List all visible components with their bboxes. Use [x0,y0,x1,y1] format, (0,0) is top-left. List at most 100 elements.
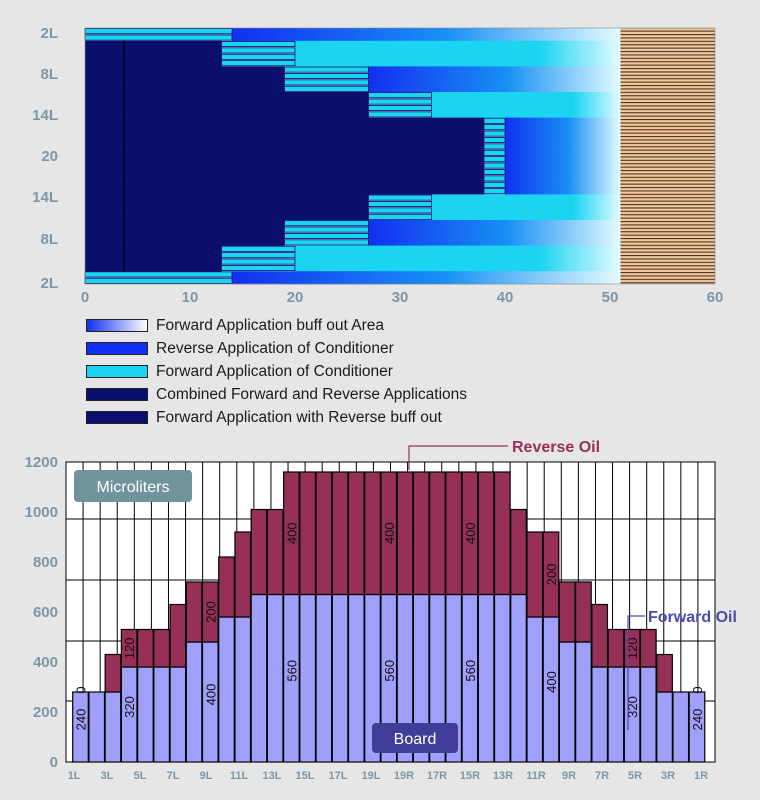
reverse-oil-bar [526,531,544,618]
reverse-buff-cell [431,213,621,221]
reverse-buff-cell [505,156,621,163]
legend-label: Forward Application with Reverse buff ou… [156,408,442,426]
forward-cell [221,258,296,265]
combined-cell [85,92,369,99]
forward-oil-bar [72,691,89,763]
reverse-oil-bar [266,508,284,596]
data-label: 120 [625,637,640,659]
data-label: 400 [382,522,397,544]
x-tick-label: 19R [394,770,414,782]
forward-cell [221,53,296,60]
forward-cell [284,220,369,227]
reverse-oil-bar [477,471,495,596]
reverse-oil-bar [250,508,268,596]
x-tick-label: 10 [182,289,199,306]
reverse-buff-cell [232,271,621,278]
x-tick-label: 5L [134,770,147,782]
reverse-oil-bar [429,471,446,596]
reverse-buff-cell [295,245,621,253]
forward-cell [84,28,233,35]
data-label: 400 [203,684,218,706]
reverse-oil-bar [315,471,333,596]
forward-oil-bar [250,593,268,763]
forward-cell [221,252,296,259]
x-tick-label: 19L [362,770,381,782]
forward-oil-bar [299,593,317,763]
plot-frame [84,27,716,285]
forward-oil-bar [672,691,690,763]
forward-oil-leader [627,615,645,730]
reverse-buff-cell [232,28,621,35]
y-tick-label: 20 [41,148,58,165]
forward-cell [368,200,432,207]
combined-cell [85,130,484,138]
forward-oil-bar [607,666,625,763]
data-label: 240 [74,709,89,731]
reverse-buff-cell [368,72,621,80]
forward-oil-bar [558,641,576,763]
combined-cell [85,207,369,214]
combined-cell [85,40,222,48]
forward-oil-bar [639,666,657,763]
reverse-buff-cell [368,220,621,227]
reverse-oil-bar [120,628,138,668]
x-tick-label: 9R [562,770,576,782]
reverse-buff-cell [295,40,621,48]
reverse-oil-bar [461,471,479,596]
x-tick-label: 5R [628,770,642,782]
legend-item: Forward Application with Reverse buff ou… [86,406,686,429]
data-label: 400 [284,522,299,544]
reverse-buff-cell [232,277,621,285]
conditioner-map-chart: 0 10 20 30 40 50 60 2L 8L 14L 20 14L 8L 2L [32,25,724,306]
reverse-buff-cell [505,149,621,157]
forward-cell [368,207,432,214]
y-tick-label: 0 [50,754,58,771]
forward-cell [483,156,506,163]
combined-cell [85,156,484,163]
combined-cell [85,79,285,86]
reverse-buff-cell [505,136,621,144]
data-label: 200 [544,564,559,586]
x-tick-label: 20 [287,289,304,306]
legend-swatch-combined [86,388,148,401]
forward-cell [368,111,432,118]
forward-oil-bar [88,691,106,763]
forward-cell [284,73,369,80]
board-label: Board [394,731,437,748]
forward-oil-bar [526,616,544,763]
reverse-oil-bar [445,471,463,596]
reverse-buff-cell [368,226,621,234]
forward-oil-bar [510,593,527,763]
combined-cell [85,143,484,150]
forward-cell [483,188,506,195]
forward-cell [483,168,506,175]
forward-oil-bar [104,691,122,763]
x-tick-label: 60 [707,289,724,306]
forward-oil-bar [266,593,284,763]
x-tick-label: 17L [329,770,348,782]
forward-cell [368,92,432,99]
forward-cell [483,117,506,124]
oil-volume-chart: 0 240 120 320 200 400 400 560 400 560 400 560 200 400… [25,440,737,782]
forward-cell [221,264,296,271]
forward-cell [284,239,369,246]
forward-cell [221,47,296,54]
reverse-oil-bar [364,471,381,596]
combined-cell [85,104,369,112]
reverse-oil-bar [607,628,625,668]
forward-oil-bar [234,616,252,763]
combined-cell [85,239,285,246]
forward-cell [368,194,432,201]
forward-cell [84,271,233,278]
data-label: 560 [284,660,299,682]
forward-cell [221,41,296,48]
reverse-oil-bar [299,471,317,596]
reverse-buff-cell [295,252,621,259]
forward-cell [368,213,432,220]
legend-item: Forward Application buff out Area [86,314,686,337]
reverse-oil-bar [591,603,609,668]
forward-oil-bar [169,666,187,763]
reverse-oil-bar [558,581,576,643]
reverse-buff-cell [431,200,621,208]
reverse-buff-cell [431,111,621,118]
